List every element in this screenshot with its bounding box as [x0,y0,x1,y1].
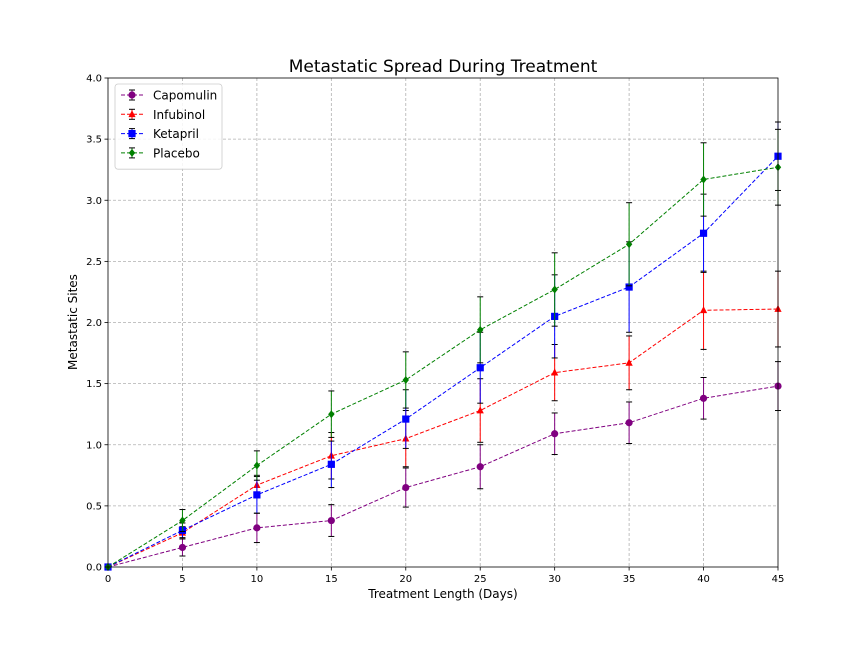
legend-marker [128,110,136,118]
data-point [551,430,559,438]
data-point [402,375,409,384]
chart-title: Metastatic Spread During Treatment [289,57,598,77]
legend-item-ketapril: Ketapril [121,127,199,141]
data-point [699,394,708,402]
legend-label: Infubinol [153,108,205,122]
data-point [476,364,484,372]
series-line [107,385,779,568]
x-tick-label: 25 [474,574,487,585]
legend-marker [128,130,136,138]
data-point [625,419,633,427]
y-tick-label: 4.0 [86,74,102,85]
series-line [107,166,779,568]
data-point [476,463,484,471]
series-placebo [104,128,782,571]
x-tick-label: 15 [325,574,338,585]
x-tick-label: 5 [179,574,185,585]
data-point [179,516,186,525]
x-tick-label: 30 [548,574,561,585]
data-point [476,406,484,414]
legend-item-placebo: Placebo [121,146,200,160]
y-tick-label: 3.5 [86,135,102,146]
data-point [327,460,335,468]
legend-marker [128,91,136,99]
legend-item-infubinol: Infubinol [121,108,205,122]
series-line [107,155,779,568]
data-point [402,483,410,492]
series-line [107,308,779,568]
y-tick-label: 0.0 [86,563,102,574]
tick-layer: 0 5 10 15 20 25 30 35 40 45 0.0 0.5 1.0 1.5 2.0 2.5 3.0 3… [86,74,784,586]
data-point [178,543,187,552]
x-tick-label: 40 [697,574,710,585]
y-tick-label: 1.0 [86,440,102,451]
data-point [551,368,559,376]
data-point [625,240,633,249]
y-axis-label: Metastatic Sites [66,274,80,370]
x-tick-label: 45 [772,574,785,585]
legend-label: Ketapril [153,127,199,141]
y-tick-label: 0.5 [86,501,102,512]
y-tick-label: 2.0 [86,318,102,329]
data-point [328,410,335,419]
y-tick-label: 2.5 [86,257,102,268]
legend-label: Placebo [153,146,200,160]
y-tick-label: 1.5 [86,379,102,390]
data-point [699,306,708,314]
data-point [700,175,707,184]
x-tick-label: 10 [251,574,264,585]
x-tick-label: 35 [623,574,636,585]
data-point [625,283,633,291]
x-tick-label: 20 [399,574,412,585]
legend-label: Capomulin [153,89,217,103]
legend-item-capomulin: Capomulin [121,89,217,103]
data-point [253,491,261,499]
data-point [253,524,261,532]
legend: Capomulin Infubinol Ketapril Placebo [114,83,223,170]
y-tick-label: 3.0 [86,196,102,207]
legend-marker [128,148,136,157]
x-axis-label: Treatment Length (Days) [367,587,517,601]
data-point [625,358,633,366]
legend-box [114,83,223,170]
data-point [253,461,261,470]
x-tick-label: 0 [105,574,111,585]
data-point [327,516,335,525]
data-point [402,415,410,423]
data-point [551,285,558,294]
data-point [699,229,708,237]
data-point [477,325,484,334]
